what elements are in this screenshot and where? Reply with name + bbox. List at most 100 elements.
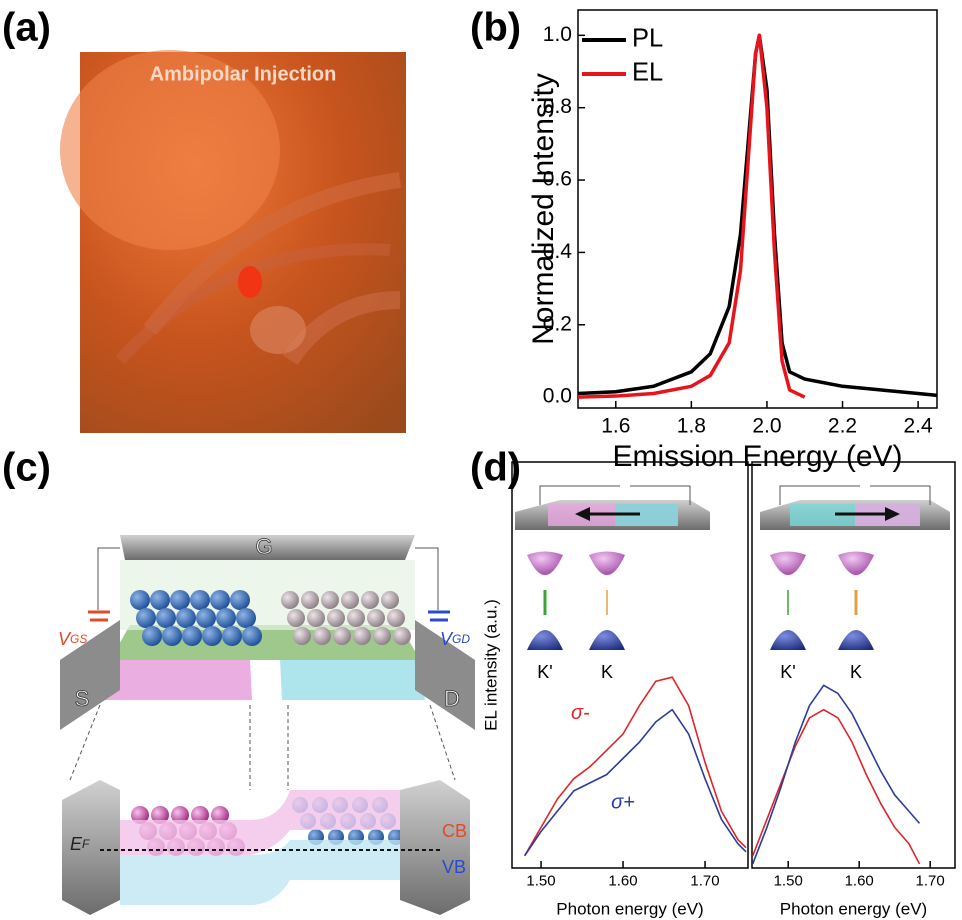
hole xyxy=(216,608,236,628)
valley-cone xyxy=(527,630,563,650)
electron xyxy=(373,627,391,645)
x-tick-label: 1.60 xyxy=(608,872,637,889)
hole xyxy=(156,608,176,628)
data-line xyxy=(753,685,920,864)
inset-right: K' K xyxy=(760,486,950,682)
vgd-label: VGD xyxy=(440,629,470,649)
valley-label: K' xyxy=(537,662,552,682)
vgs-sub: GS xyxy=(70,632,87,646)
ef-sub: F xyxy=(82,837,90,851)
data-line xyxy=(753,710,920,864)
electron xyxy=(341,591,359,609)
ef-label: EF xyxy=(70,834,90,854)
panel-label: (c) xyxy=(2,446,51,490)
battery-gs xyxy=(88,612,110,620)
emission-spot xyxy=(238,266,262,298)
panel-label: (d) xyxy=(470,446,521,490)
hole xyxy=(230,590,250,610)
hole xyxy=(210,590,230,610)
battery-gd xyxy=(428,612,450,620)
valley-cone xyxy=(770,552,806,576)
electron xyxy=(327,609,345,627)
hole xyxy=(236,608,256,628)
cb-label: CB xyxy=(442,821,467,841)
valley-cone xyxy=(838,552,874,576)
micrograph: Ambipolar Injection xyxy=(60,50,406,433)
p-region xyxy=(105,660,252,700)
x-axis-label: Emission Energy (eV) xyxy=(612,440,902,473)
legend-label: EL xyxy=(632,59,663,87)
electron xyxy=(381,591,399,609)
electron xyxy=(307,609,325,627)
hole xyxy=(190,590,210,610)
series-label: σ+ xyxy=(611,791,635,813)
electron xyxy=(347,609,365,627)
y-axis-label: Normalized Intensity xyxy=(527,73,560,345)
vgs-label: VGS xyxy=(58,629,87,649)
x-tick-label: 1.70 xyxy=(690,872,719,889)
drain-label: D xyxy=(444,686,460,711)
valley-label: K xyxy=(850,662,862,682)
projection-line xyxy=(430,705,455,780)
hole xyxy=(182,626,202,646)
source-label: S xyxy=(75,686,90,711)
legend-label: PL xyxy=(632,25,663,53)
hole xyxy=(130,590,150,610)
vb-label: VB xyxy=(442,857,466,877)
data-line xyxy=(578,35,805,397)
series-label: σ- xyxy=(571,702,590,724)
x-tick-label: 1.60 xyxy=(845,872,874,889)
electron xyxy=(393,627,411,645)
electron xyxy=(281,591,299,609)
x-tick-label: 2.0 xyxy=(752,414,781,437)
electron xyxy=(301,591,319,609)
x-tick-label: 1.50 xyxy=(526,872,555,889)
hole xyxy=(136,608,156,628)
x-tick-label: 1.8 xyxy=(677,414,706,437)
valley-cone xyxy=(589,552,625,576)
vgd-sub: GD xyxy=(452,632,470,646)
hole xyxy=(222,626,242,646)
panel-label: (b) xyxy=(470,6,521,50)
y-axis-label: EL intensity (a.u.) xyxy=(481,599,500,731)
hole xyxy=(202,626,222,646)
inset-left: K' K xyxy=(515,486,710,682)
x-tick-label: 2.4 xyxy=(904,414,934,437)
data-line xyxy=(578,35,937,395)
electron xyxy=(333,627,351,645)
x-tick-label: 1.6 xyxy=(601,414,630,437)
x-axis-label: Photon energy (eV) xyxy=(556,899,703,918)
gate-label: G xyxy=(255,534,272,559)
electron xyxy=(313,627,331,645)
valley-cone xyxy=(770,630,806,650)
electron xyxy=(287,609,305,627)
hole xyxy=(176,608,196,628)
electron xyxy=(387,609,405,627)
figure: (a) (b) (c) (d) Ambipolar Injection xyxy=(0,0,962,920)
hole xyxy=(150,590,170,610)
valley-cone xyxy=(838,630,874,650)
image-caption: Ambipolar Injection xyxy=(150,63,337,85)
valley-label: K' xyxy=(780,662,795,682)
x-tick-label: 1.70 xyxy=(916,872,945,889)
x-tick-label: 1.50 xyxy=(774,872,803,889)
n-region xyxy=(280,660,425,700)
y-tick-label: 1.0 xyxy=(543,23,572,46)
electron xyxy=(353,627,371,645)
hole xyxy=(142,626,162,646)
hole xyxy=(162,626,182,646)
valley-cone xyxy=(527,552,563,576)
electron xyxy=(367,609,385,627)
image-blob xyxy=(250,306,306,354)
y-tick-label: 0.0 xyxy=(543,385,572,408)
hole xyxy=(170,590,190,610)
valley-cone xyxy=(589,630,625,650)
drain-block xyxy=(400,780,470,915)
electron xyxy=(361,591,379,609)
hole xyxy=(242,626,262,646)
x-axis-label: Photon energy (eV) xyxy=(780,899,927,918)
valley-label: K xyxy=(601,662,613,682)
data-line xyxy=(525,677,746,856)
x-tick-label: 2.2 xyxy=(828,414,857,437)
electron xyxy=(293,627,311,645)
